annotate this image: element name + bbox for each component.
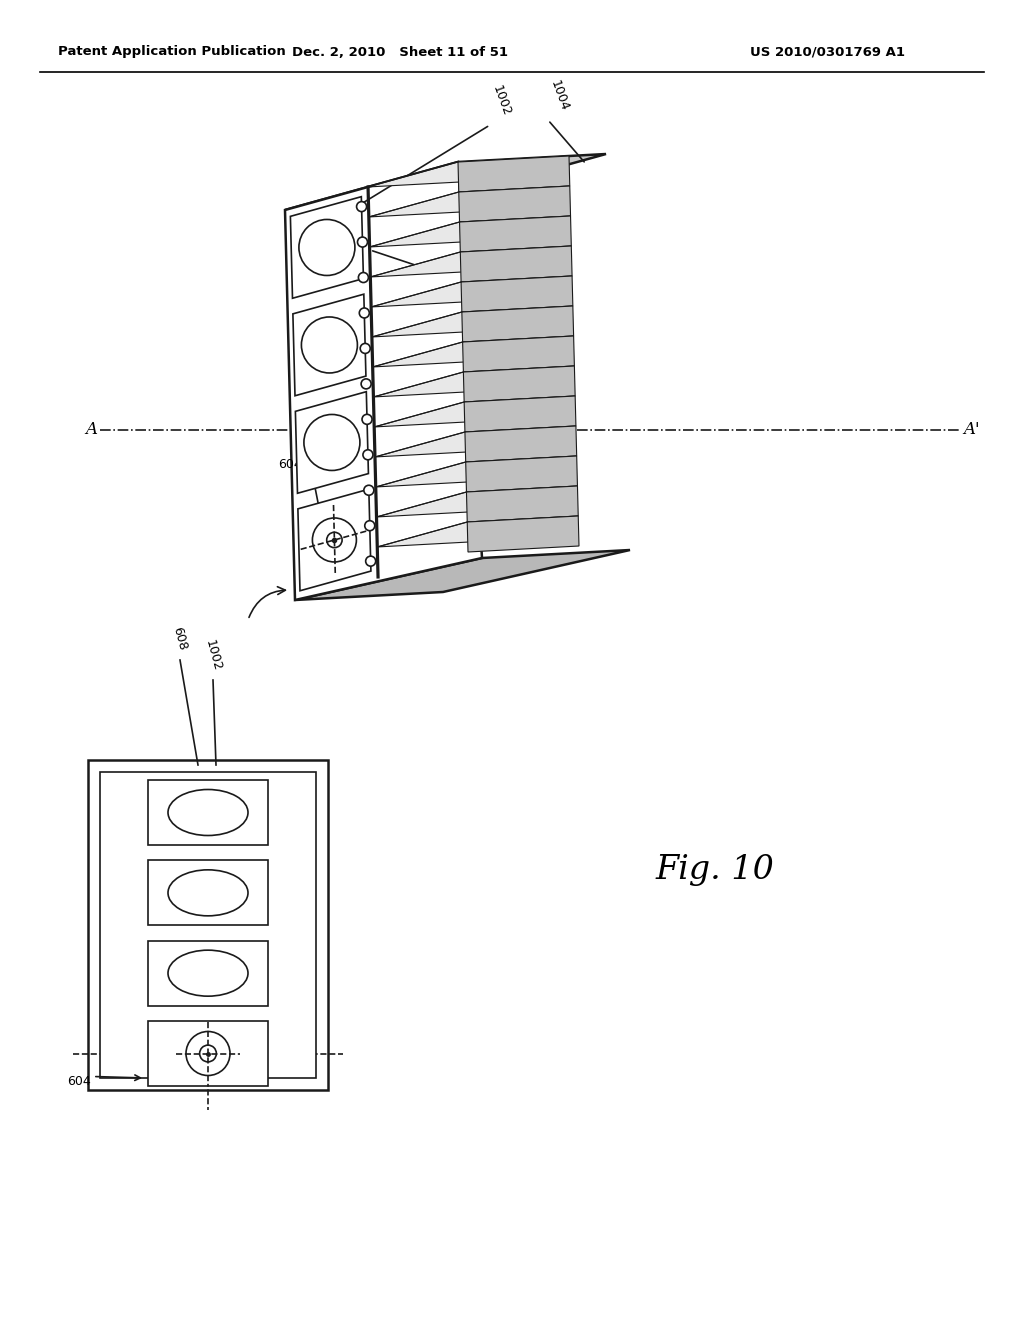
Circle shape — [364, 486, 374, 495]
Ellipse shape — [168, 789, 248, 836]
Polygon shape — [465, 426, 577, 462]
Polygon shape — [462, 306, 573, 342]
Bar — [100, 772, 316, 1078]
Circle shape — [360, 343, 371, 354]
Polygon shape — [464, 366, 575, 403]
Polygon shape — [458, 156, 569, 191]
Polygon shape — [371, 246, 571, 277]
Circle shape — [186, 1031, 230, 1076]
Polygon shape — [295, 392, 369, 494]
Polygon shape — [463, 337, 574, 372]
Text: 608: 608 — [171, 626, 189, 652]
Ellipse shape — [168, 950, 248, 997]
Polygon shape — [467, 516, 579, 552]
Circle shape — [356, 202, 367, 211]
Polygon shape — [374, 396, 575, 426]
Polygon shape — [371, 276, 572, 308]
Polygon shape — [368, 156, 569, 187]
Text: 604: 604 — [68, 1074, 91, 1088]
Circle shape — [327, 532, 342, 548]
Polygon shape — [369, 186, 569, 216]
Circle shape — [304, 414, 359, 470]
Circle shape — [362, 450, 373, 459]
Bar — [148, 1020, 268, 1086]
Bar — [148, 941, 268, 1006]
Text: A': A' — [963, 421, 980, 438]
Circle shape — [299, 219, 355, 276]
Polygon shape — [291, 197, 364, 298]
Polygon shape — [295, 550, 630, 601]
Circle shape — [357, 238, 368, 247]
Polygon shape — [285, 154, 606, 210]
Polygon shape — [293, 294, 366, 396]
Text: 1008: 1008 — [324, 236, 356, 249]
Bar — [148, 780, 268, 845]
Circle shape — [200, 1045, 216, 1061]
Circle shape — [366, 556, 376, 566]
Polygon shape — [459, 186, 570, 222]
Polygon shape — [377, 516, 579, 546]
Polygon shape — [373, 337, 573, 367]
Text: 1002: 1002 — [490, 83, 513, 117]
Circle shape — [362, 414, 372, 424]
Circle shape — [359, 308, 370, 318]
Text: Patent Application Publication: Patent Application Publication — [58, 45, 286, 58]
Circle shape — [365, 520, 375, 531]
Polygon shape — [466, 455, 578, 492]
Circle shape — [301, 317, 357, 374]
Polygon shape — [374, 366, 574, 397]
Text: 1004: 1004 — [548, 79, 571, 114]
Text: A: A — [85, 421, 97, 438]
Polygon shape — [461, 246, 572, 282]
Text: US 2010/0301769 A1: US 2010/0301769 A1 — [750, 45, 905, 58]
Ellipse shape — [168, 870, 248, 916]
Polygon shape — [460, 216, 571, 252]
Polygon shape — [461, 276, 572, 312]
Text: Dec. 2, 2010   Sheet 11 of 51: Dec. 2, 2010 Sheet 11 of 51 — [292, 45, 508, 58]
Bar — [148, 861, 268, 925]
Text: 604: 604 — [279, 458, 302, 471]
Polygon shape — [467, 486, 579, 521]
Circle shape — [358, 272, 369, 282]
Polygon shape — [372, 306, 572, 337]
Polygon shape — [370, 216, 570, 247]
Polygon shape — [377, 486, 578, 517]
Circle shape — [361, 379, 371, 389]
Circle shape — [312, 517, 356, 562]
Text: Fig. 10: Fig. 10 — [655, 854, 774, 886]
Text: 1002: 1002 — [203, 638, 223, 672]
Polygon shape — [298, 490, 371, 591]
Polygon shape — [376, 455, 577, 487]
Polygon shape — [285, 162, 482, 601]
FancyArrowPatch shape — [249, 586, 286, 618]
Bar — [88, 760, 328, 1090]
Polygon shape — [375, 426, 575, 457]
Polygon shape — [464, 396, 575, 432]
